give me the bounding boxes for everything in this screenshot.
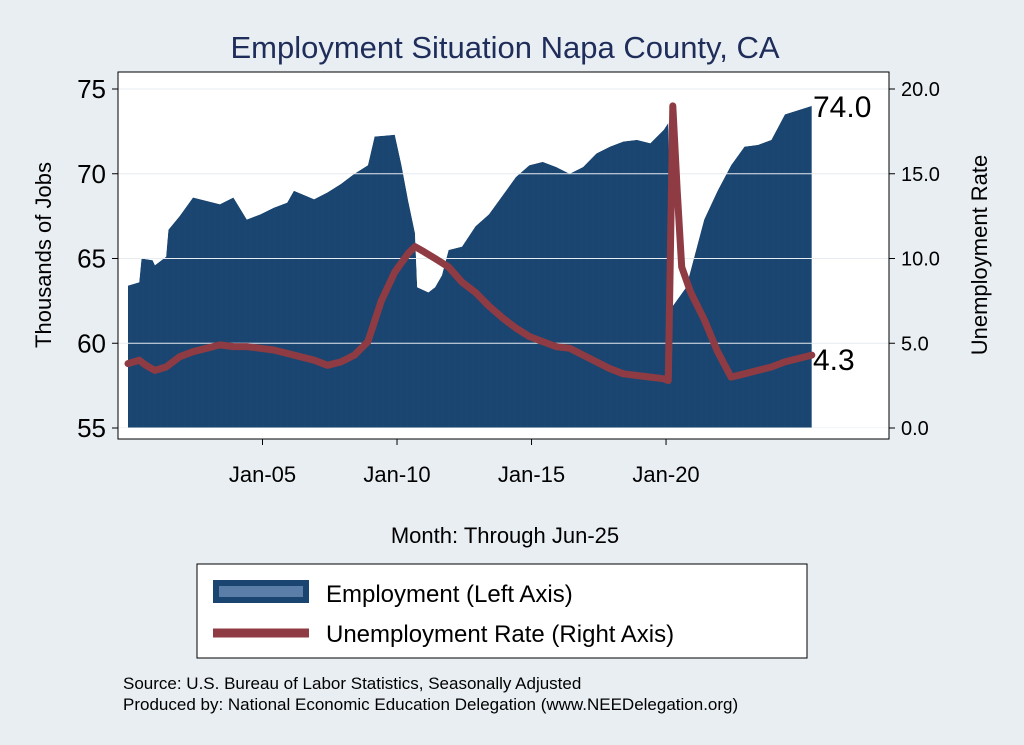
- x-tick-label: Jan-20: [632, 462, 699, 487]
- y-tick-label: 60: [77, 328, 106, 358]
- legend: Employment (Left Axis) Unemployment Rate…: [196, 563, 808, 659]
- y-tick-label: 70: [77, 159, 106, 189]
- x-tick-label: Jan-15: [498, 462, 565, 487]
- x-tick-label: Jan-05: [229, 462, 296, 487]
- legend-label-employment: Employment (Left Axis): [326, 581, 573, 608]
- legend-swatch-employment-inner: [219, 586, 303, 597]
- plot-bottom-strip: [118, 428, 889, 439]
- source-note: Source: U.S. Bureau of Labor Statistics,…: [123, 674, 581, 693]
- y2-tick-label: 0.0: [901, 418, 929, 440]
- plot-frame: [117, 71, 890, 440]
- y2-tick-label: 10.0: [901, 249, 940, 271]
- x-axis-title: Month: Through Jun-25: [391, 523, 619, 548]
- legend-label-unemployment: Unemployment Rate (Right Axis): [326, 621, 674, 648]
- y2-tick-label: 15.0: [901, 164, 940, 186]
- unemployment-end-label: 4.3: [813, 344, 855, 377]
- y-axis-title: Thousands of Jobs: [31, 162, 56, 348]
- x-tick-label: Jan-10: [363, 462, 430, 487]
- y-tick-label: 55: [77, 413, 106, 443]
- employment-end-label: 74.0: [813, 91, 871, 124]
- y-tick-label: 75: [77, 74, 106, 104]
- y2-axis-title: Unemployment Rate: [967, 155, 992, 356]
- area-mask: [118, 72, 889, 428]
- series-layer: [118, 72, 889, 439]
- y2-tick-label: 20.0: [901, 79, 940, 101]
- y-tick-label: 65: [77, 244, 106, 274]
- axes: 55 60 65 70 75 0.0 5.0 10.0 15.0 20.0 Jan-05 Jan-10…: [77, 74, 940, 487]
- y2-tick-label: 5.0: [901, 333, 929, 355]
- produced-by-note: Produced by: National Economic Education…: [123, 695, 738, 714]
- legend-box: [196, 563, 808, 659]
- chart-title: Employment Situation Napa County, CA: [230, 30, 779, 65]
- employment-area: [128, 105, 812, 429]
